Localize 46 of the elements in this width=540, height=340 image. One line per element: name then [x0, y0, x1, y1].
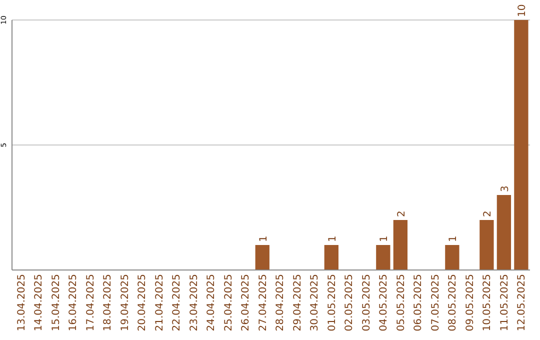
data-label: 10	[517, 4, 528, 17]
x-tick-label: 09.05.2025	[464, 274, 476, 332]
x-tick-label: 07.05.2025	[430, 274, 442, 332]
x-tick-label: 13.04.2025	[16, 274, 28, 332]
data-label: 1	[448, 236, 460, 242]
x-tick-label: 26.04.2025	[240, 274, 252, 332]
x-tick-label: 30.04.2025	[310, 274, 321, 332]
bar	[496, 195, 512, 270]
bar	[480, 220, 494, 270]
x-tick-label: 08.05.2025	[448, 274, 459, 332]
x-tick-label: 03.05.2025	[361, 274, 372, 332]
bar	[514, 20, 528, 270]
x-tick-label: 29.04.2025	[292, 274, 304, 332]
x-tick-label: 19.04.2025	[120, 274, 131, 332]
x-tick-label: 20.04.2025	[137, 274, 148, 332]
data-label: 1	[327, 236, 338, 242]
bar	[445, 245, 460, 270]
x-tick-label: 05.05.2025	[396, 274, 407, 332]
x-tick-label: 15.04.2025	[50, 274, 62, 332]
x-tick-label: 10.05.2025	[482, 274, 494, 332]
x-tick-label: 04.05.2025	[378, 274, 390, 332]
x-tick-label: 17.04.2025	[85, 274, 96, 332]
x-tick-label: 12.05.2025	[516, 274, 528, 332]
x-tick-label: 24.04.2025	[206, 274, 218, 332]
x-tick-label: 28.04.2025	[275, 274, 286, 332]
x-tick-label: 23.04.2025	[188, 274, 200, 332]
x-tick-label: 21.04.2025	[154, 274, 166, 332]
x-tick-label: 11.05.2025	[499, 274, 510, 332]
bar	[255, 245, 270, 270]
bar	[324, 245, 338, 270]
x-tick-label: 27.04.2025	[258, 274, 269, 332]
x-tick-label: 16.04.2025	[68, 274, 80, 332]
data-label: 2	[482, 210, 494, 217]
x-tick-label: 02.05.2025	[344, 274, 356, 332]
x-tick-label: 06.05.2025	[413, 274, 424, 332]
bar	[393, 220, 408, 270]
data-label: 1	[379, 236, 390, 242]
data-label: 2	[396, 210, 408, 217]
x-tick-label: 18.04.2025	[102, 274, 114, 332]
x-tick-label: 01.05.2025	[326, 274, 338, 332]
bar	[376, 245, 390, 270]
data-label: 3	[500, 186, 511, 192]
data-label: 1	[258, 236, 270, 242]
x-tick-label: 25.04.2025	[223, 274, 234, 332]
x-tick-label: 14.04.2025	[34, 274, 45, 332]
x-tick-label: 22.04.2025	[172, 274, 183, 332]
